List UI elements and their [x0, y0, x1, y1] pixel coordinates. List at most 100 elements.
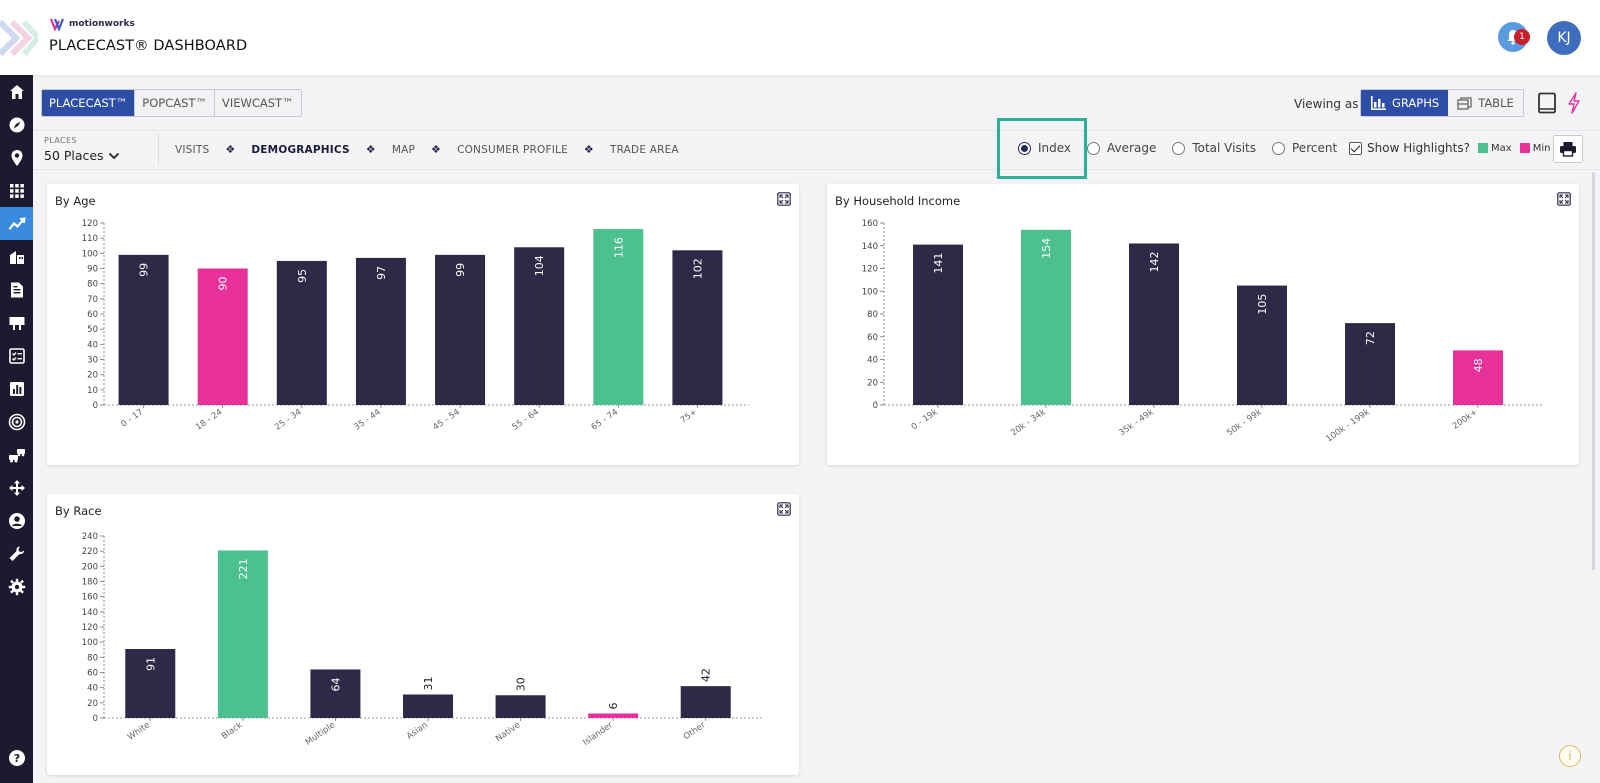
x-tick-label: Other [682, 720, 708, 742]
x-tick-label: 18 - 24 [194, 407, 224, 432]
table-view-button[interactable]: TABLE [1448, 90, 1523, 116]
section-visits[interactable]: VISITS [175, 143, 210, 156]
bar[interactable] [1345, 323, 1395, 405]
bar[interactable] [276, 260, 327, 405]
sidebar-item-tasks[interactable] [0, 339, 33, 372]
bar[interactable] [125, 648, 176, 718]
y-tick-label: 120 [82, 623, 98, 633]
index-radio[interactable] [1018, 141, 1031, 155]
book-icon[interactable] [1537, 92, 1557, 114]
motionworks-icon [49, 18, 65, 31]
places-dropdown[interactable]: 50 Places [44, 148, 120, 163]
sidebar-item-help[interactable]: ? [0, 741, 33, 774]
y-tick-label: 120 [862, 265, 878, 275]
bar[interactable] [514, 247, 565, 405]
tab-placecast[interactable]: PLACECAST™ [42, 90, 136, 116]
bar[interactable] [680, 686, 731, 718]
sidebar-item-movement[interactable] [0, 471, 33, 504]
x-tick-label: Islander [581, 720, 615, 748]
bar[interactable] [1021, 229, 1071, 405]
user-avatar[interactable]: KJ [1547, 21, 1581, 55]
lightning-bolt-icon[interactable] [1566, 92, 1582, 114]
vehicles-icon [8, 448, 25, 462]
bar[interactable] [588, 713, 639, 718]
brand-logo[interactable]: motionworks [49, 17, 135, 31]
show-highlights-checkbox[interactable] [1349, 141, 1362, 155]
tab-viewcast[interactable]: VIEWCAST™ [214, 90, 301, 116]
sidebar-item-places[interactable] [0, 141, 33, 174]
sidebar-item-tools[interactable] [0, 537, 33, 570]
section-demographics[interactable]: DEMOGRAPHICS [251, 143, 350, 156]
bar[interactable] [913, 244, 963, 405]
sidebar-item-settings[interactable] [0, 570, 33, 603]
data-label: 6 [607, 702, 620, 709]
max-legend: Max [1478, 143, 1512, 154]
x-tick-label: 0 - 17 [119, 407, 145, 429]
bar[interactable] [118, 254, 169, 405]
y-tick-label: 60 [87, 310, 98, 320]
chart-title: By Household Income [835, 194, 961, 208]
info-icon[interactable]: i [1559, 745, 1581, 767]
average-radio[interactable] [1087, 141, 1101, 155]
bar[interactable] [197, 268, 248, 406]
sidebar-item-mobility[interactable] [0, 438, 33, 471]
bar[interactable] [495, 695, 546, 718]
total-visits-radio[interactable] [1172, 141, 1186, 155]
bar[interactable] [310, 669, 361, 718]
y-tick-label: 60 [867, 333, 878, 343]
graphs-view-label: GRAPHS [1392, 96, 1440, 110]
bar[interactable] [435, 254, 486, 405]
y-tick-label: 10 [87, 386, 98, 396]
y-tick-label: 70 [87, 295, 98, 305]
user-icon [8, 512, 25, 529]
diamond-separator-icon: ❖ [431, 143, 442, 156]
sidebar-item-analytics[interactable] [0, 207, 33, 240]
bar[interactable] [1237, 285, 1287, 405]
sidebar-item-charts[interactable] [0, 372, 33, 405]
metric-option-index[interactable]: Index [1018, 141, 1071, 155]
print-button[interactable] [1553, 135, 1583, 163]
divider [158, 134, 159, 166]
y-tick-label: 240 [82, 532, 98, 542]
metric-option-average[interactable]: Average [1087, 141, 1156, 155]
sidebar-item-explore[interactable] [0, 108, 33, 141]
y-tick-label: 160 [82, 593, 98, 603]
bar[interactable] [1129, 243, 1179, 405]
bar[interactable] [672, 250, 723, 405]
expand-icon[interactable] [777, 192, 791, 206]
checklist-icon [8, 347, 25, 364]
sidebar-item-home[interactable] [0, 75, 33, 108]
expand-icon[interactable] [1557, 192, 1571, 206]
y-tick-label: 200 [82, 562, 98, 572]
bar[interactable] [1453, 350, 1503, 405]
metric-option-total-visits[interactable]: Total Visits [1172, 141, 1256, 155]
metric-radio-group: Index Average Total Visits Percent [1018, 141, 1353, 155]
sidebar-item-apps[interactable] [0, 174, 33, 207]
section-trade-area[interactable]: TRADE AREA [609, 143, 679, 156]
graphs-view-button[interactable]: GRAPHS [1361, 90, 1449, 116]
sidebar-item-reports[interactable] [0, 273, 33, 306]
section-consumer-profile[interactable]: CONSUMER PROFILE [457, 143, 568, 156]
move-icon [8, 479, 25, 496]
sidebar-item-account[interactable] [0, 504, 33, 537]
sidebar-item-inventory[interactable] [0, 306, 33, 339]
bar[interactable] [403, 694, 453, 718]
bar[interactable] [217, 550, 268, 718]
sidebar-item-targeting[interactable] [0, 405, 33, 438]
y-tick-label: 80 [87, 280, 98, 290]
page-scrollbar[interactable] [1592, 172, 1595, 570]
bar[interactable] [355, 257, 406, 405]
data-label: 99 [454, 263, 467, 277]
svg-text:?: ? [13, 752, 19, 765]
tab-popcast[interactable]: POPCAST™ [135, 90, 215, 116]
metric-option-percent[interactable]: Percent [1272, 141, 1337, 155]
bar[interactable] [593, 229, 644, 405]
expand-icon[interactable] [777, 502, 791, 516]
show-highlights-toggle[interactable]: Show Highlights? Max Min [1349, 141, 1550, 155]
diamond-separator-icon: ❖ [365, 143, 376, 156]
brand-name: motionworks [69, 19, 135, 29]
percent-radio[interactable] [1272, 141, 1285, 155]
data-label: 31 [422, 676, 435, 690]
sidebar-item-properties[interactable] [0, 240, 33, 273]
section-map[interactable]: MAP [391, 143, 415, 156]
